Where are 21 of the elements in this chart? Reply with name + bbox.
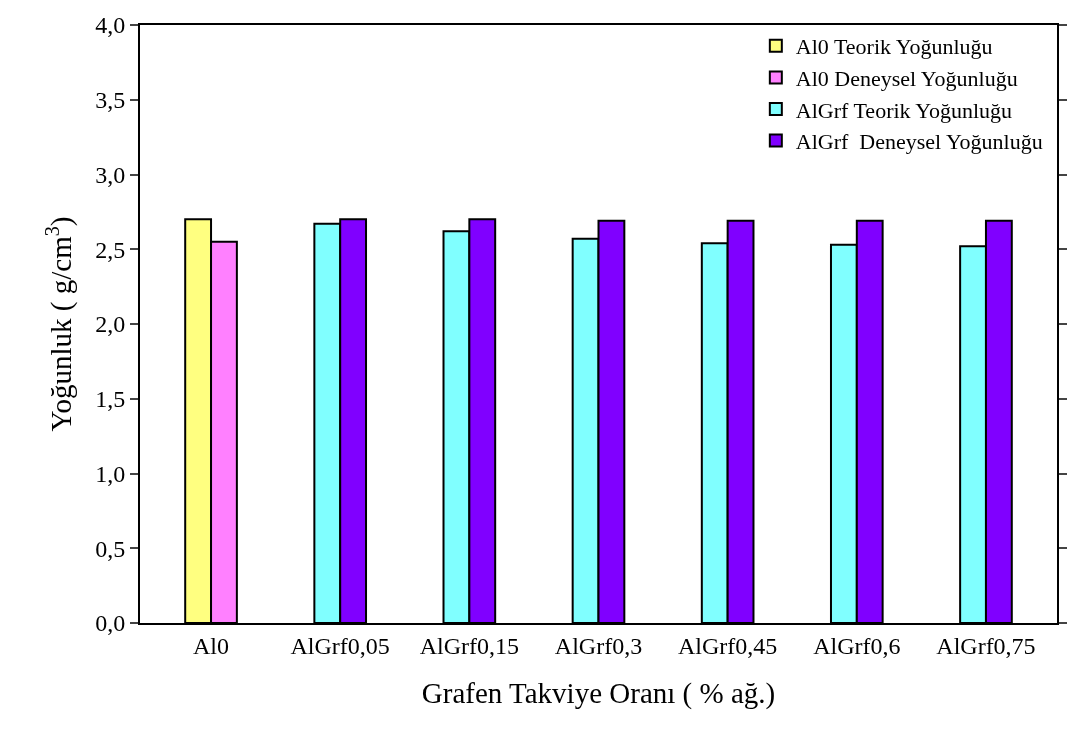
legend-label: AlGrf Deneysel Yoğunluğu: [795, 129, 1043, 155]
y-tick-label: 4,0: [95, 12, 126, 39]
x-tick-label: AlGrf0,05: [290, 632, 390, 659]
x-tick-label: AlGrf0,45: [677, 632, 778, 659]
y-tick-label: 2,5: [95, 236, 126, 263]
y-tick-label: 3,0: [95, 161, 126, 188]
y-tick-label: 1,0: [95, 460, 126, 487]
y-tick-label: 0,5: [95, 535, 126, 562]
y-tick-label: 2,0: [95, 311, 126, 338]
x-tick-label: Al0: [193, 632, 230, 659]
x-tick-label: AlGrf0,15: [419, 632, 520, 659]
y-tick-label: 3,5: [95, 87, 126, 114]
x-tick-label: AlGrf0,75: [936, 632, 1036, 659]
legend-label: Al0 Deneysel Yoğunluğu: [795, 65, 1018, 91]
y-tick-label: 1,5: [95, 386, 126, 413]
x-tick-label: AlGrf0,6: [813, 632, 901, 659]
legend-label: Al0 Teorik Yoğunluğu: [795, 34, 993, 60]
x-axis-title: Grafen Takviye Oranı ( % ağ.): [421, 677, 776, 711]
x-tick-label: AlGrf0,3: [554, 632, 643, 659]
y-tick-label: 0,0: [95, 610, 126, 637]
legend-label: AlGrf Teorik Yoğunluğu: [795, 97, 1013, 123]
